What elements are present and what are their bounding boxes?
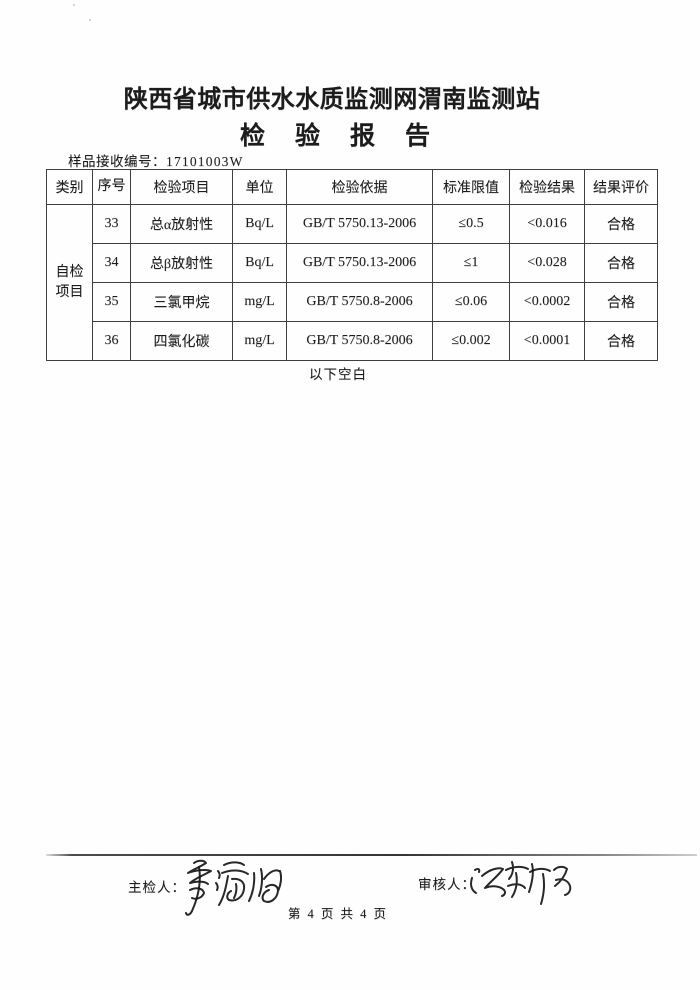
- table-row-33: 自检项目 33 总α放射性 Bq/L GB/T 5750.13-2006 ≤0.…: [46, 204, 658, 361]
- col-header-category: 类别: [46, 169, 93, 205]
- reviewer-signature: [470, 861, 572, 905]
- results-table: 类别 序号 检验项目 单位 检验依据 标准限值 检验结果 结果评价 自检项目 3…: [46, 169, 658, 361]
- report-subtitle: 检验报告: [240, 123, 461, 150]
- cell-result: <0.028: [509, 243, 585, 283]
- table-row-34: 34 总β放射性 Bq/L GB/T 5750.13-2006 ≤1 <0.02…: [47, 243, 658, 283]
- page-number: 第 4 页 共 4 页: [287, 907, 389, 921]
- table-row-36: 36 四氯化碳 mg/L GB/T 5750.8-2006 ≤0.002 <0.…: [47, 321, 658, 361]
- cell-item: 总α放射性: [130, 204, 233, 244]
- cell-basis: GB/T 5750.8-2006: [286, 282, 433, 322]
- cell-evaluation: 合格: [584, 204, 658, 244]
- report-title: 陕西省城市供水水质监测网渭南监测站: [123, 87, 541, 113]
- cell-evaluation: 合格: [584, 243, 658, 283]
- cell-result: <0.016: [509, 204, 585, 244]
- scan-speck: [73, 4, 75, 6]
- cell-evaluation: 合格: [584, 282, 658, 322]
- sample-number-line: 样品接收编号：17101003W: [68, 150, 244, 170]
- signature-divider-line: [46, 854, 697, 856]
- cell-item: 三氯甲烷: [130, 282, 233, 322]
- col-header-unit: 单位: [232, 169, 287, 205]
- scan-speck: [89, 19, 91, 21]
- sample-number-label: 样品接收编号：: [68, 154, 166, 169]
- cell-unit: Bq/L: [232, 204, 287, 244]
- cell-result: <0.0002: [509, 282, 585, 322]
- cell-no: 36: [92, 321, 131, 361]
- cell-unit: Bq/L: [232, 243, 287, 283]
- table-row-35: 35 三氯甲烷 mg/L GB/T 5750.8-2006 ≤0.06 <0.0…: [47, 282, 658, 322]
- cell-item: 总β放射性: [130, 243, 233, 283]
- col-header-result: 检验结果: [509, 169, 585, 205]
- col-header-item: 检验项目: [130, 169, 233, 205]
- sample-number-value: 17101003W: [166, 154, 244, 169]
- cell-unit: mg/L: [232, 282, 287, 322]
- col-header-evaluation: 结果评价: [584, 169, 658, 205]
- col-header-limit: 标准限值: [432, 169, 510, 205]
- col-header-basis: 检验依据: [286, 169, 433, 205]
- cell-no: 35: [92, 282, 131, 322]
- cell-limit: ≤0.5: [432, 204, 510, 244]
- cell-item: 四氯化碳: [130, 321, 233, 361]
- col-header-seq: 序号: [92, 169, 131, 205]
- cell-no: 34: [92, 243, 131, 283]
- cell-result: <0.0001: [509, 321, 585, 361]
- reviewer-label: 审核人：: [418, 877, 476, 892]
- cell-unit: mg/L: [232, 321, 287, 361]
- cell-basis: GB/T 5750.13-2006: [286, 243, 433, 283]
- cell-basis: GB/T 5750.13-2006: [286, 204, 433, 244]
- cell-limit: ≤1: [432, 243, 510, 283]
- table-header-row: 类别 序号 检验项目 单位 检验依据 标准限值 检验结果 结果评价: [46, 169, 658, 205]
- cell-no: 33: [92, 204, 131, 244]
- inspector-signature: [185, 859, 282, 916]
- cell-evaluation: 合格: [584, 321, 658, 361]
- cell-basis: GB/T 5750.8-2006: [286, 321, 433, 361]
- below-blank-note: 以下空白: [309, 367, 367, 382]
- inspector-label: 主检人：: [128, 880, 186, 895]
- cell-limit: ≤0.002: [432, 321, 510, 361]
- cell-limit: ≤0.06: [432, 282, 510, 322]
- category-cell: 自检项目: [46, 204, 93, 361]
